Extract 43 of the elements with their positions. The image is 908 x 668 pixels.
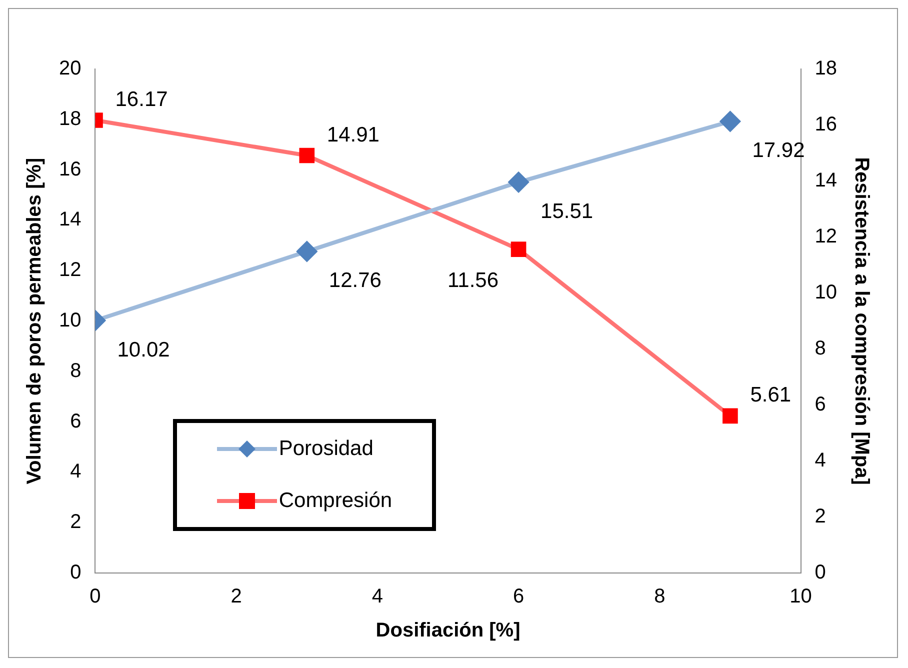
y2-tick-label: 12 xyxy=(814,226,838,248)
data-label: 14.91 xyxy=(326,123,380,146)
y-tick-label: 20 xyxy=(58,58,82,80)
point xyxy=(510,242,526,257)
data-label: 10.02 xyxy=(117,338,170,362)
legend-label: Compresión xyxy=(278,488,392,513)
y2-tick-label: 4 xyxy=(814,450,826,472)
y-tick-label: 18 xyxy=(58,108,82,130)
data-label: 11.56 xyxy=(448,269,499,292)
y-tick-label: 16 xyxy=(58,158,82,180)
y-tick-label: 0 xyxy=(70,562,82,584)
y-tick-label: 12 xyxy=(58,259,82,282)
x-tick-label: 2 xyxy=(230,586,242,608)
y2-tick-label: 2 xyxy=(814,506,826,528)
y2-tick-label: 6 xyxy=(814,394,826,416)
y2-tick-label: 18 xyxy=(814,58,838,80)
x-tick-label: 6 xyxy=(512,586,524,608)
x-tick-label: 8 xyxy=(654,586,666,608)
y2-tick-label: 16 xyxy=(814,114,838,136)
point xyxy=(299,148,315,164)
y-tick-label: 8 xyxy=(70,360,82,382)
y-tick-label: 14 xyxy=(58,208,82,231)
x-axis-title: Dosifiación [%] xyxy=(376,620,520,642)
point xyxy=(722,408,738,424)
y2-tick-label: 0 xyxy=(814,562,826,584)
y2-tick-label: 10 xyxy=(814,282,838,304)
y-tick-label: 2 xyxy=(70,511,82,534)
data-label: 16.17 xyxy=(115,88,168,112)
data-label: 12.76 xyxy=(328,269,382,292)
y2-tick-label: 14 xyxy=(814,170,838,192)
y-tick-label: 4 xyxy=(70,460,82,483)
y-tick-label: 6 xyxy=(70,410,82,432)
y-axis-title: Volumen de poros permeables [%] xyxy=(24,158,46,484)
x-tick-label: 10 xyxy=(790,586,812,608)
x-tick-label: 0 xyxy=(90,586,101,608)
data-label: 15.51 xyxy=(540,200,594,223)
y2-axis-title: Resistencia a la compresión [Mpa] xyxy=(850,157,872,485)
y-tick-label: 10 xyxy=(58,310,82,332)
y2-tick-label: 8 xyxy=(814,338,826,360)
legend-label: Porosidad xyxy=(278,436,374,461)
data-label: 17.92 xyxy=(752,139,805,162)
data-label: 5.61 xyxy=(750,384,792,407)
x-tick-label: 4 xyxy=(372,586,384,608)
